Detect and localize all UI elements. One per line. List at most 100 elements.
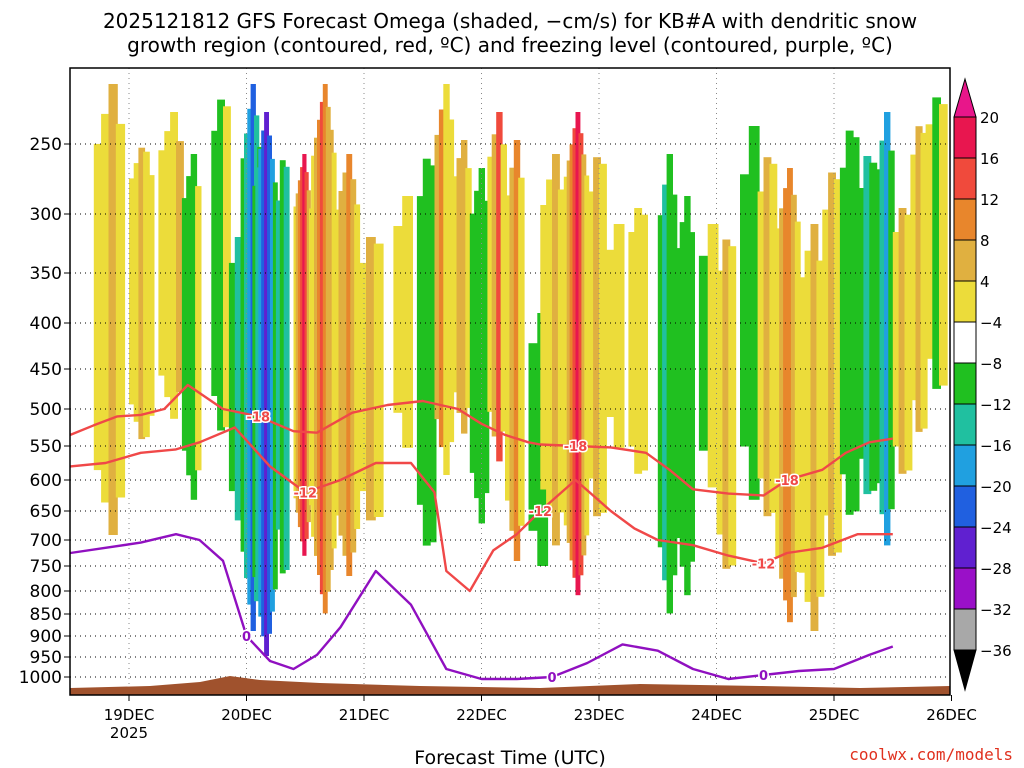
omega-cell [613,224,625,448]
omega-cell [892,232,901,447]
omega-cell [869,162,878,491]
contour-label: -12 [294,486,318,501]
omega-cell [500,144,507,432]
omega-cell [354,204,361,529]
omega-cell [469,213,477,473]
credit-text: coolwx.com/models [849,745,1013,764]
omega-cell [247,108,253,605]
colorbar-swatch [953,444,977,487]
omega-cell [599,163,607,513]
colorbar-swatch [953,157,977,200]
omega-cell [482,200,490,494]
omega-cell [790,194,797,598]
colorbar-swatch [953,608,977,651]
contour-label: 0 [242,630,251,645]
omega-cell [557,189,566,513]
omega-cell [325,106,331,592]
omega-cell [302,154,307,556]
chart-title-line-2: growth region (contoured, red, ºC) and f… [127,33,893,57]
y-tick-label: 850 [30,605,62,625]
colorbar-swatch [953,198,977,241]
colorbar-swatch [953,567,977,610]
omega-cell [716,270,725,535]
omega-cell [186,176,193,476]
colorbar-max-arrow [953,77,977,118]
omega-cell [393,226,405,413]
omega-cell [129,178,136,405]
colorbar-label: −8 [980,355,1002,373]
colorbar-swatch [953,362,977,405]
omega-cell [338,191,345,536]
omega-cell [518,177,525,526]
colorbar-label: −24 [980,519,1012,537]
plot-frame [69,67,951,696]
omega-cell [834,179,842,553]
y-tick-label: 250 [30,135,62,155]
omega-cell [925,124,935,359]
omega-cell [816,260,825,597]
contour-line [70,426,893,593]
omega-cell [164,131,173,398]
omega-cell [366,237,376,521]
x-axis-title: Forecast Time (UTC) [414,747,605,768]
colorbar-label: −16 [980,437,1012,455]
omega-cell [293,206,298,499]
colorbar-swatch [953,280,977,323]
omega-cell [428,165,437,543]
omega-cell [604,249,616,417]
omega-cell [546,179,554,518]
omega-cell [640,214,649,471]
colorbar-label: 12 [980,191,999,209]
omega-cell [513,140,521,561]
contour-label: -18 [247,410,271,425]
x-tick-label: 19DEC [104,706,155,724]
omega-cell [593,157,602,517]
omega-cell [108,84,118,535]
omega-cell [698,255,710,451]
colorbar-label: −28 [980,560,1012,578]
x-tick-label: 25DEC [809,706,860,724]
y-tick-label: 300 [30,205,62,225]
omega-cell [228,262,237,492]
omega-cell [300,167,305,542]
omega-cell [657,215,665,548]
contour-label: 0 [759,669,768,684]
y-tick-label: 650 [30,502,62,522]
omega-cell [783,188,789,601]
y-tick-label: 450 [30,360,62,380]
omega-cell [358,262,368,492]
omega-cell [402,196,413,448]
omega-cell [147,175,155,416]
chart-title-line-1: 2025121812 GFS Forecast Omega (shaded, −… [103,9,917,33]
omega-cell [798,277,807,573]
omega-cell [769,163,778,513]
omega-cell [728,246,737,566]
omega-cell [465,168,472,408]
omega-cell [373,243,384,517]
omega-cell [763,157,772,517]
omega-cell [101,113,111,503]
omega-cell [252,185,258,578]
omega-cell [722,239,731,569]
x-tick-label: 22DEC [456,706,507,724]
colorbar-label: 4 [980,273,990,291]
omega-cell [528,343,540,531]
colorbar-swatch [953,116,977,159]
colorbar-label: −12 [980,396,1012,414]
omega-cell [346,154,353,576]
omega-cell [675,248,682,538]
omega-cell [297,180,303,528]
x-axis-year-label: 2025 [110,724,148,742]
omega-cell [794,221,801,572]
omega-cell [563,176,569,526]
omega-cell [115,123,126,498]
omega-cell [581,154,587,556]
omega-cell [306,190,311,523]
omega-cell [170,112,178,419]
contour-label: -12 [752,557,776,572]
omega-cell [143,151,150,438]
omega-cell [569,144,575,561]
colorbar-swatch [953,526,977,569]
omega-cell [283,166,290,571]
omega-cell [234,237,243,521]
